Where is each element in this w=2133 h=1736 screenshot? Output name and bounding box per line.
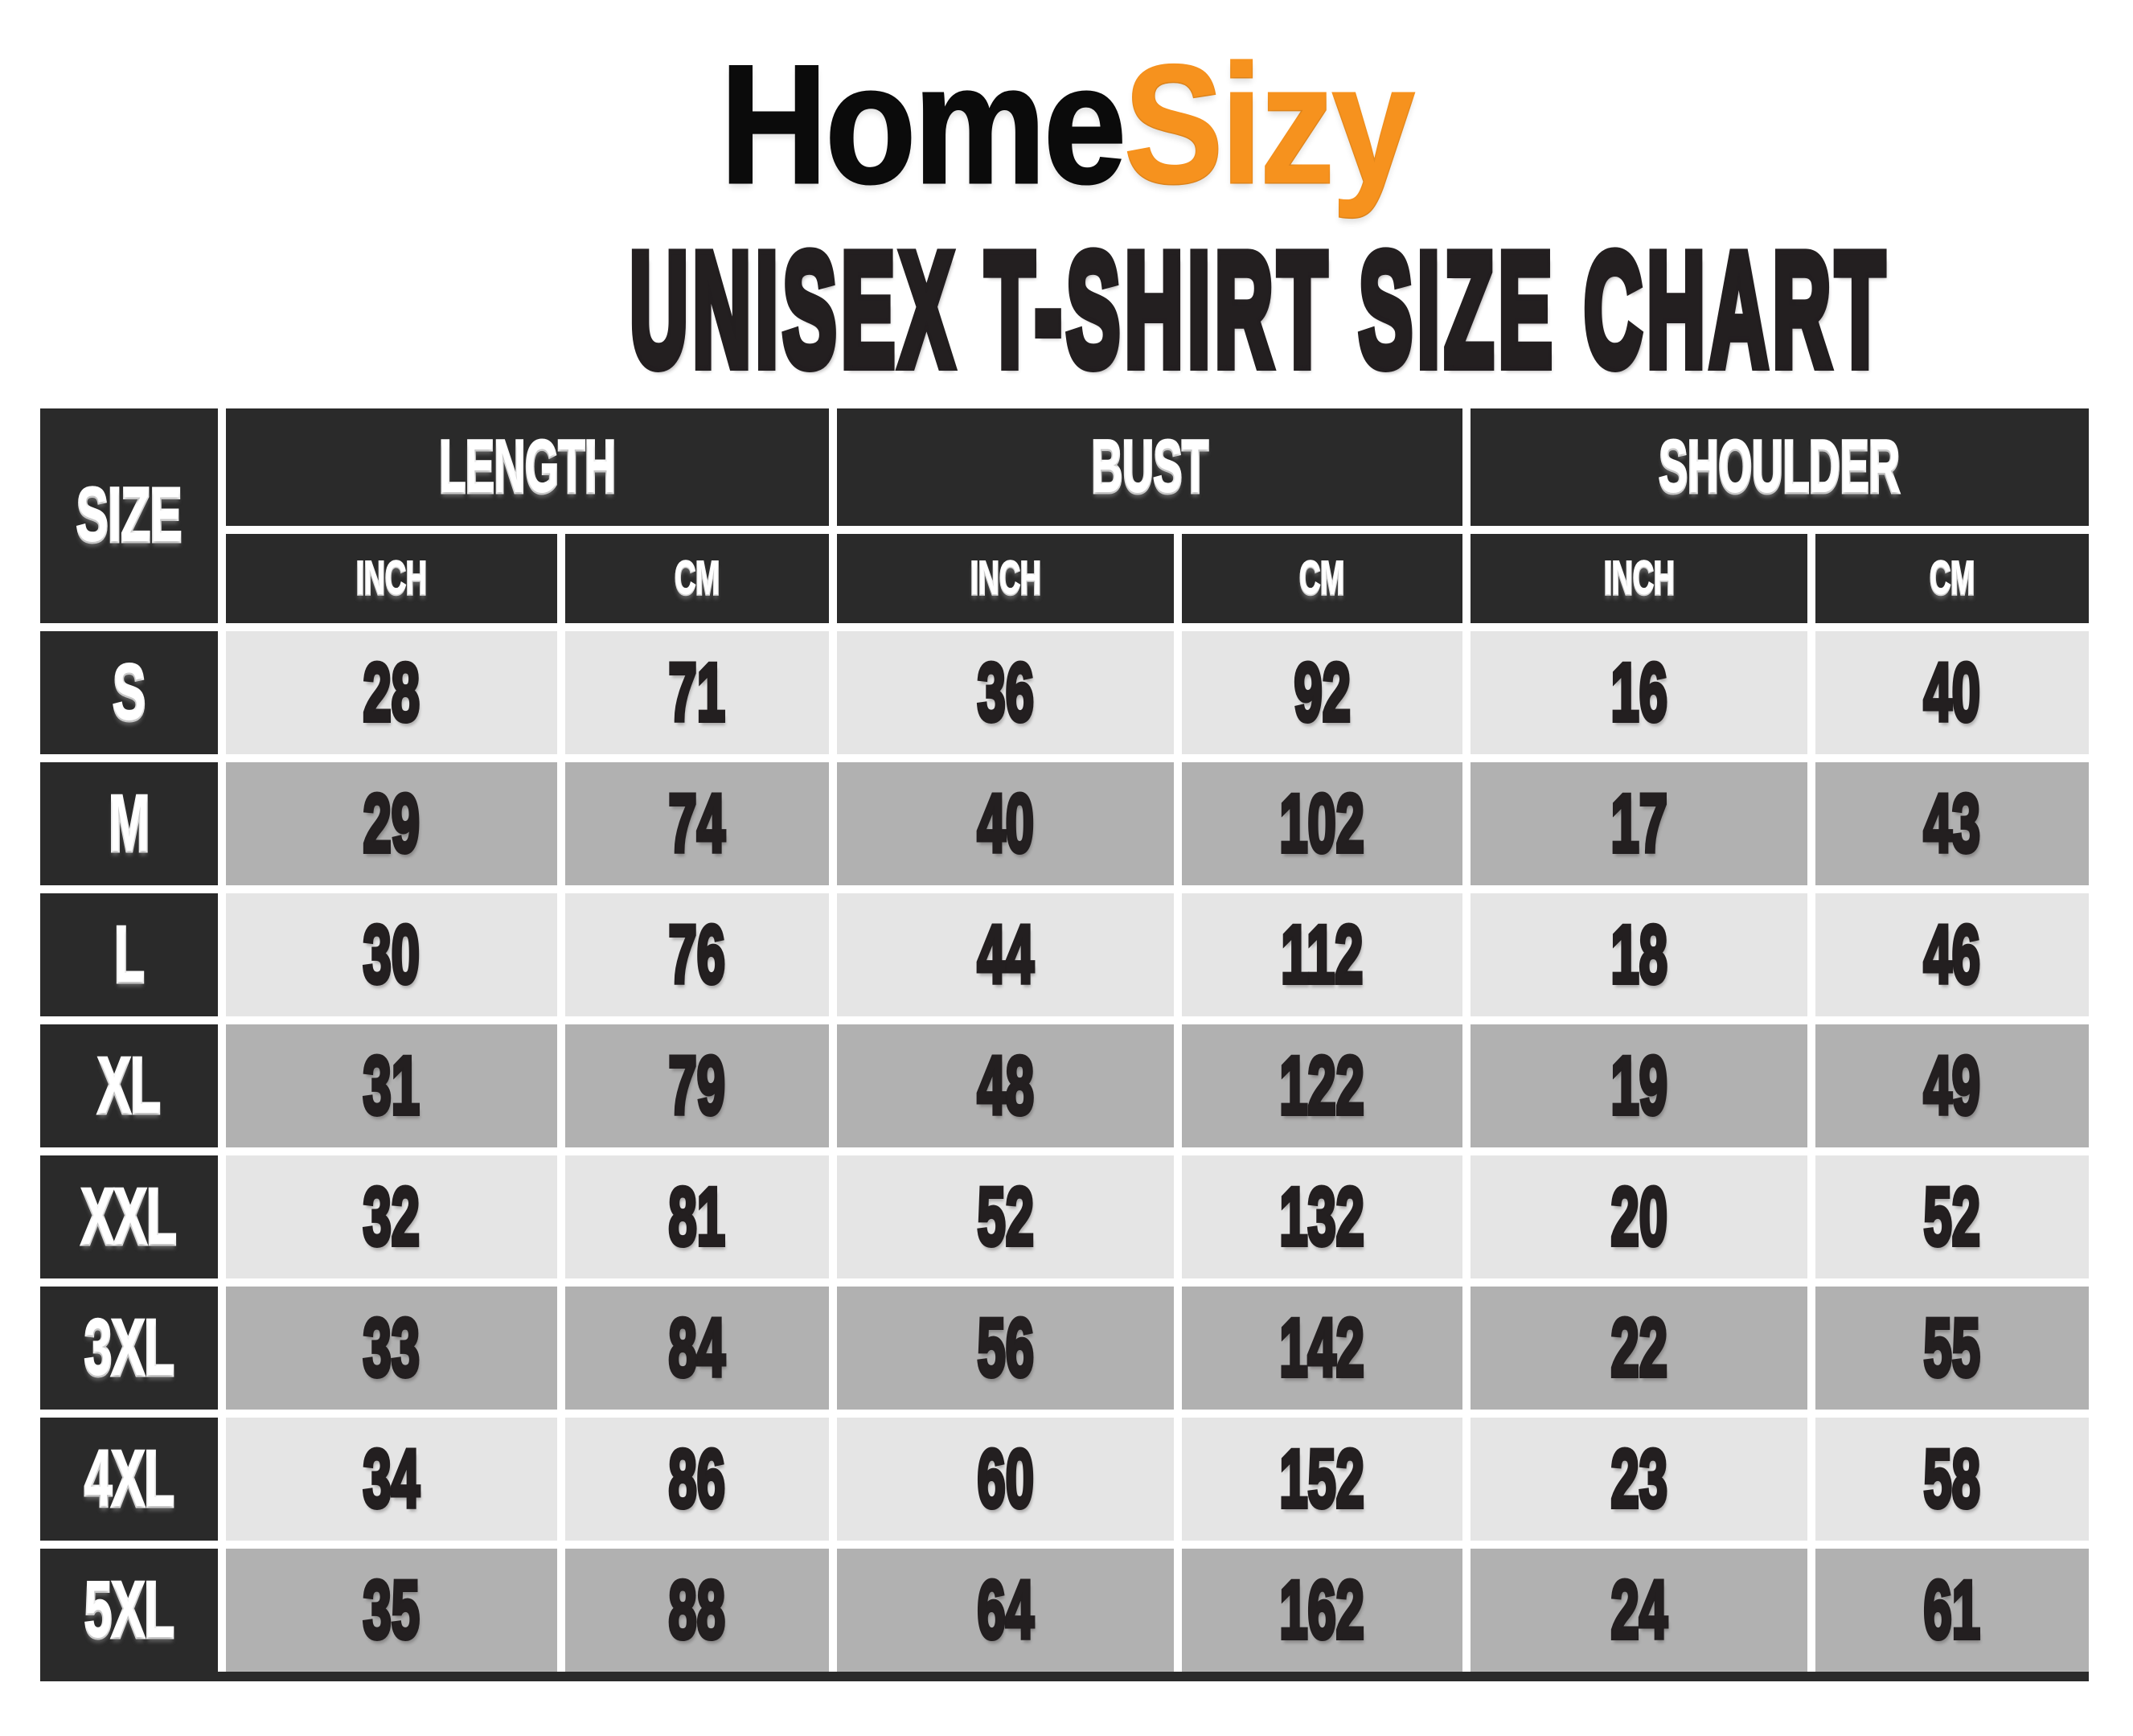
cell-m-shoulder-cm: 43 <box>1815 762 2089 885</box>
row-label-l: L <box>40 893 218 1016</box>
cell-xl-shoulder-inch: 19 <box>1471 1024 1807 1147</box>
header-group-length-label: LENGTH <box>438 424 617 510</box>
row-label-5xl: 5XL <box>40 1549 218 1672</box>
cell-4xl-length-inch: 34 <box>226 1418 557 1541</box>
cell-l-shoulder-cm: 46 <box>1815 893 2089 1016</box>
brand-logo: HomeSizy <box>0 39 2133 210</box>
brand-logo-text: HomeSizy <box>720 39 1416 210</box>
header-bust-cm: CM <box>1182 534 1462 623</box>
cell-s-shoulder-cm: 40 <box>1815 631 2089 754</box>
cell-4xl-shoulder-inch: 23 <box>1471 1418 1807 1541</box>
row-label-3xl: 3XL <box>40 1287 218 1410</box>
cell-xxl-bust-inch: 52 <box>837 1155 1174 1278</box>
header-length-cm-label: CM <box>674 551 720 606</box>
header-shoulder-cm-label: CM <box>1929 551 1975 606</box>
cell-s-length-inch: 28 <box>226 631 557 754</box>
row-label-s: S <box>40 631 218 754</box>
cell-xl-shoulder-cm: 49 <box>1815 1024 2089 1147</box>
cell-5xl-bust-inch: 64 <box>837 1549 1174 1672</box>
cell-xl-bust-inch: 48 <box>837 1024 1174 1147</box>
cell-5xl-shoulder-cm: 61 <box>1815 1549 2089 1672</box>
page-title: UNISEX T-SHIRT SIZE CHART <box>0 220 2133 400</box>
header-shoulder-inch: INCH <box>1471 534 1807 623</box>
cell-l-length-inch: 30 <box>226 893 557 1016</box>
cell-l-length-cm: 76 <box>565 893 829 1016</box>
cell-xxl-shoulder-cm: 52 <box>1815 1155 2089 1278</box>
header-length-inch-label: INCH <box>355 551 428 606</box>
cell-xl-bust-cm: 122 <box>1182 1024 1462 1147</box>
cell-m-bust-inch: 40 <box>837 762 1174 885</box>
header-size-label: SIZE <box>75 471 183 560</box>
cell-xxl-length-cm: 81 <box>565 1155 829 1278</box>
header-bust-cm-label: CM <box>1298 551 1345 606</box>
cell-xl-length-cm: 79 <box>565 1024 829 1147</box>
header-group-bust: BUST <box>837 408 1462 526</box>
cell-m-bust-cm: 102 <box>1182 762 1462 885</box>
cell-5xl-length-cm: 88 <box>565 1549 829 1672</box>
cell-5xl-shoulder-inch: 24 <box>1471 1549 1807 1672</box>
cell-l-shoulder-inch: 18 <box>1471 893 1807 1016</box>
cell-m-length-cm: 74 <box>565 762 829 885</box>
cell-l-bust-cm: 112 <box>1182 893 1462 1016</box>
cell-5xl-bust-cm: 162 <box>1182 1549 1462 1672</box>
cell-3xl-length-inch: 33 <box>226 1287 557 1410</box>
cell-s-bust-cm: 92 <box>1182 631 1462 754</box>
header-group-shoulder-label: SHOULDER <box>1658 424 1901 510</box>
brand-logo-home: Home <box>720 30 1128 219</box>
cell-4xl-shoulder-cm: 58 <box>1815 1418 2089 1541</box>
row-label-m: M <box>40 762 218 885</box>
size-chart-table: SIZE LENGTH BUST SHOULDER INCH CM INCH C… <box>40 408 2089 1672</box>
header-group-bust-label: BUST <box>1090 424 1209 510</box>
row-label-xl: XL <box>40 1024 218 1147</box>
cell-m-length-inch: 29 <box>226 762 557 885</box>
cell-xxl-bust-cm: 132 <box>1182 1155 1462 1278</box>
cell-3xl-bust-inch: 56 <box>837 1287 1174 1410</box>
header-length-cm: CM <box>565 534 829 623</box>
table-bottom-border <box>40 1672 2089 1681</box>
cell-s-length-cm: 71 <box>565 631 829 754</box>
row-label-4xl: 4XL <box>40 1418 218 1541</box>
header-shoulder-cm: CM <box>1815 534 2089 623</box>
cell-xl-length-inch: 31 <box>226 1024 557 1147</box>
cell-s-shoulder-inch: 16 <box>1471 631 1807 754</box>
page-title-text: UNISEX T-SHIRT SIZE CHART <box>627 220 1890 400</box>
header-length-inch: INCH <box>226 534 557 623</box>
header-group-length: LENGTH <box>226 408 829 526</box>
header-bust-inch: INCH <box>837 534 1174 623</box>
cell-l-bust-inch: 44 <box>837 893 1174 1016</box>
row-label-xxl: XXL <box>40 1155 218 1278</box>
cell-3xl-length-cm: 84 <box>565 1287 829 1410</box>
cell-3xl-bust-cm: 142 <box>1182 1287 1462 1410</box>
cell-s-bust-inch: 36 <box>837 631 1174 754</box>
cell-xxl-shoulder-inch: 20 <box>1471 1155 1807 1278</box>
cell-4xl-length-cm: 86 <box>565 1418 829 1541</box>
cell-4xl-bust-cm: 152 <box>1182 1418 1462 1541</box>
cell-3xl-shoulder-inch: 22 <box>1471 1287 1807 1410</box>
cell-m-shoulder-inch: 17 <box>1471 762 1807 885</box>
brand-logo-sizy: Sizy <box>1123 30 1416 219</box>
cell-3xl-shoulder-cm: 55 <box>1815 1287 2089 1410</box>
cell-4xl-bust-inch: 60 <box>837 1418 1174 1541</box>
header-size: SIZE <box>40 408 218 623</box>
header-shoulder-inch-label: INCH <box>1602 551 1675 606</box>
cell-5xl-length-inch: 35 <box>226 1549 557 1672</box>
header-bust-inch-label: INCH <box>969 551 1041 606</box>
header-group-shoulder: SHOULDER <box>1471 408 2089 526</box>
cell-xxl-length-inch: 32 <box>226 1155 557 1278</box>
